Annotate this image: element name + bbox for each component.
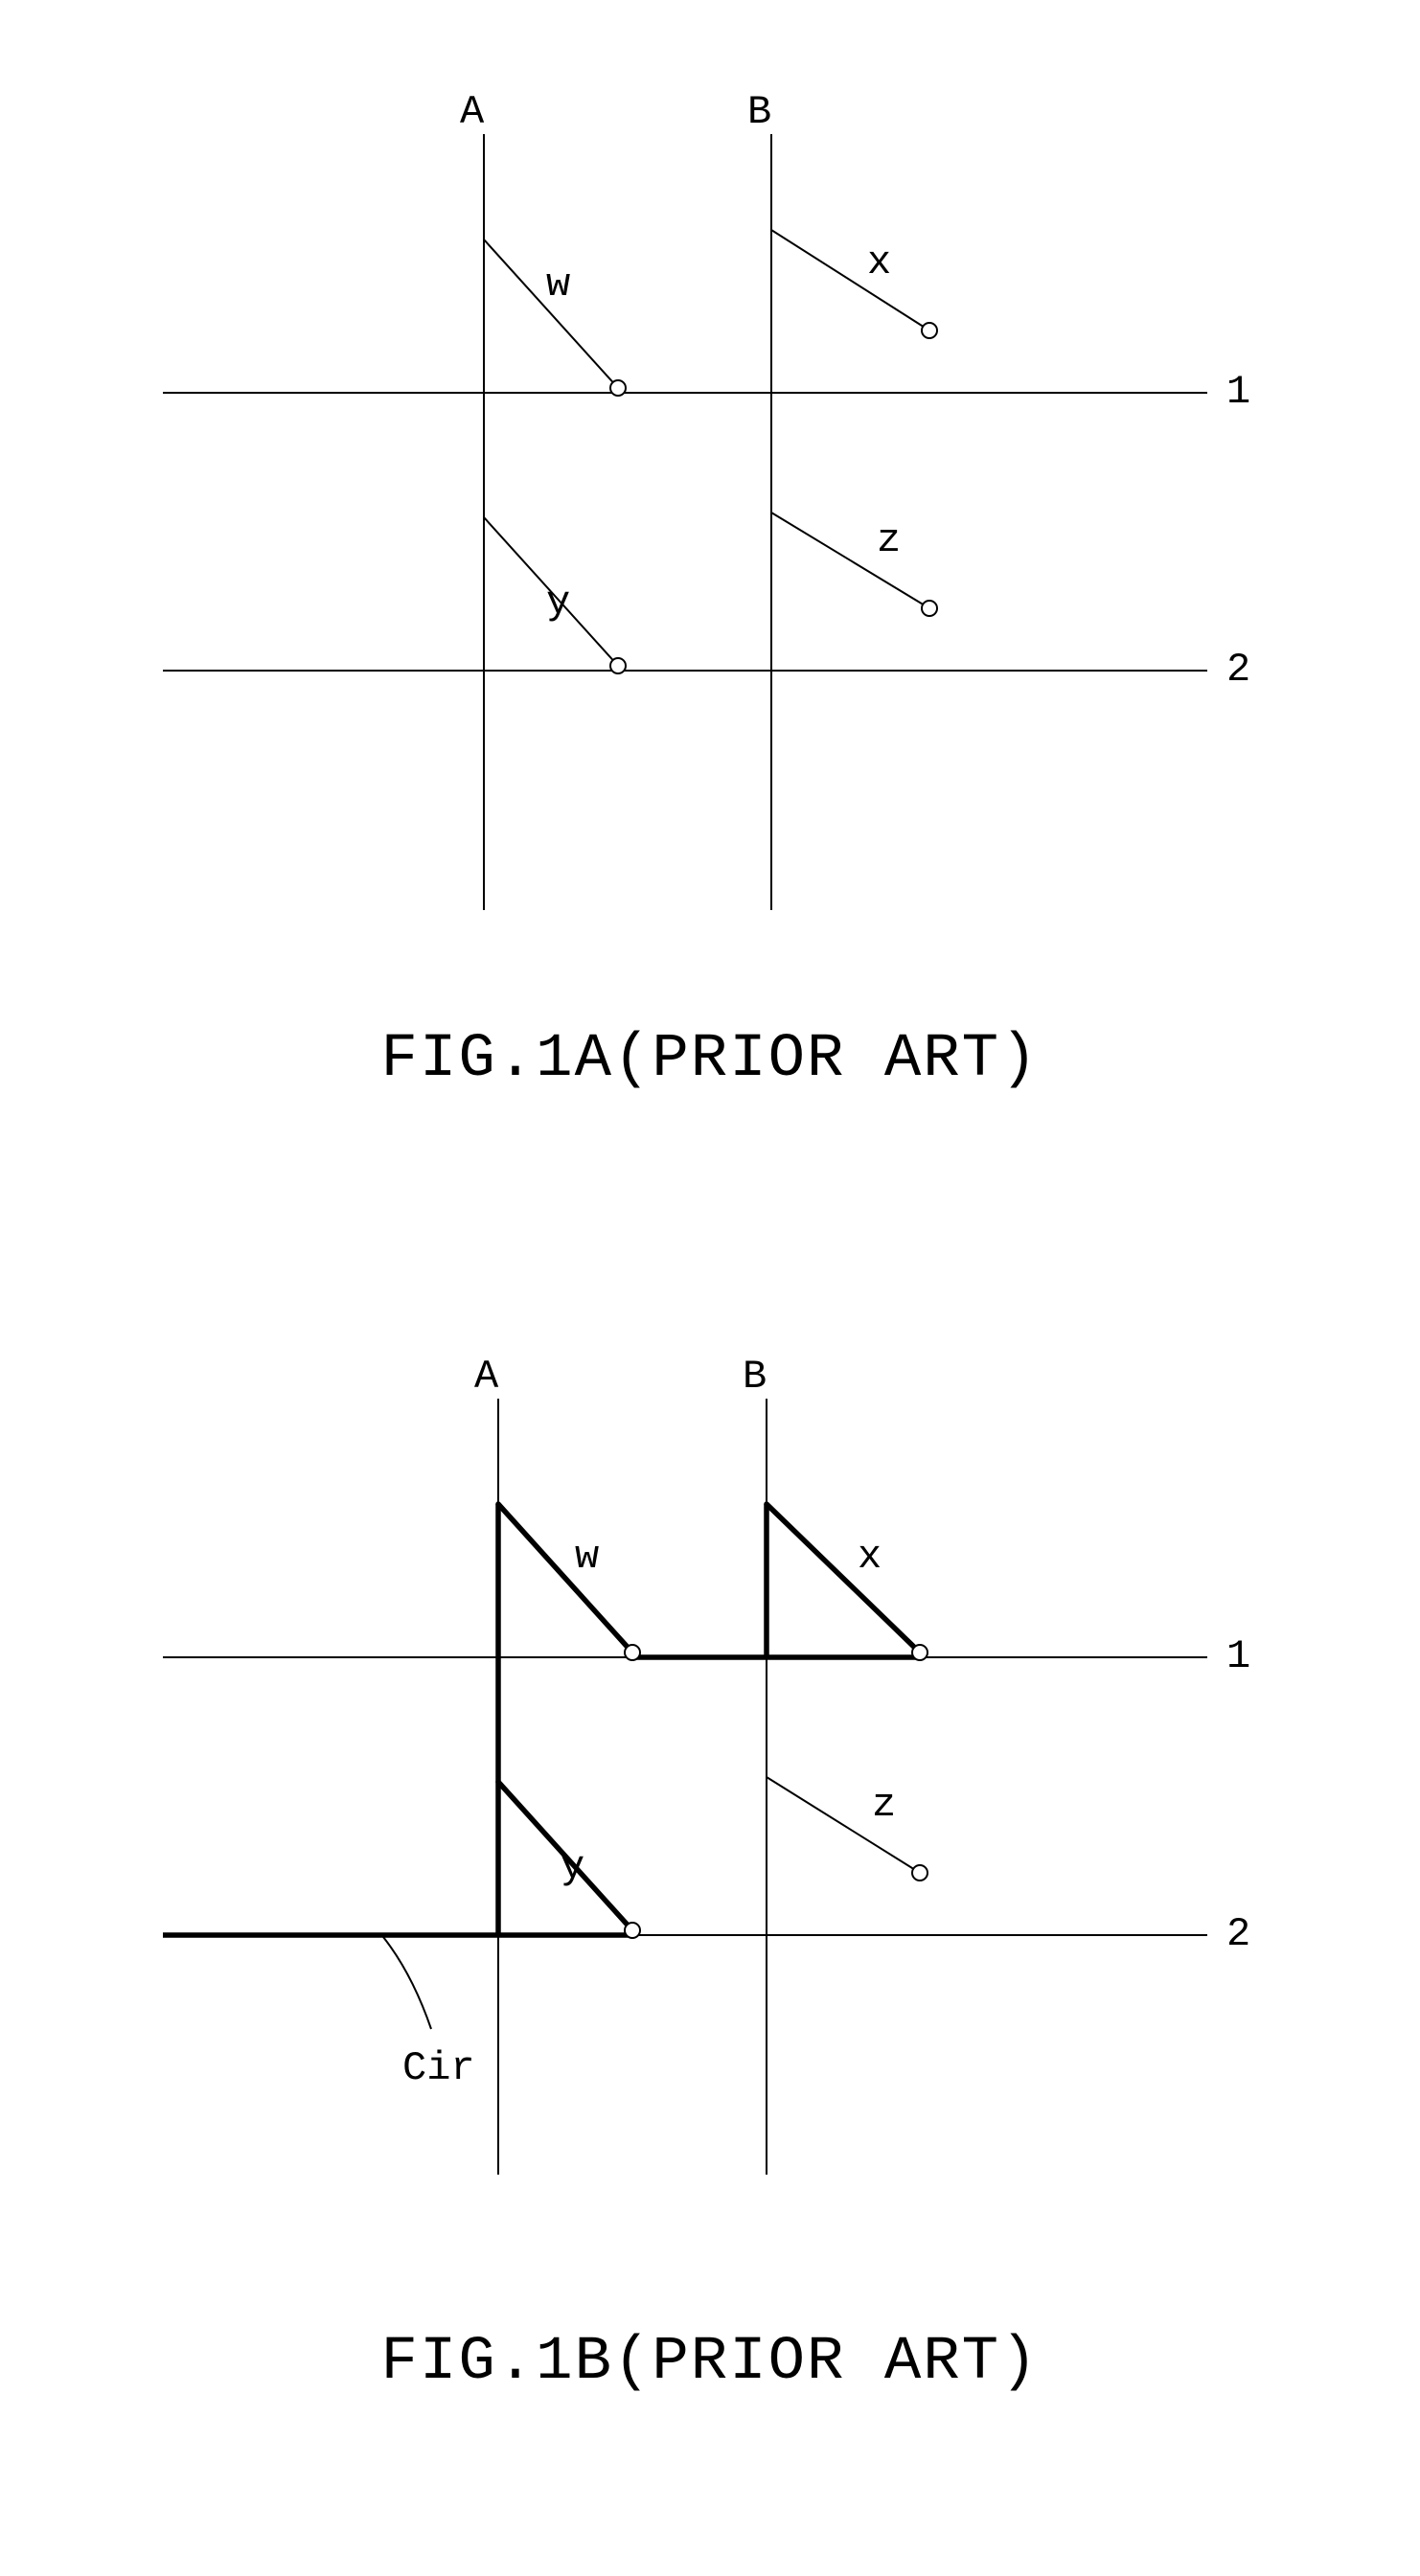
svg-text:1: 1: [1226, 1633, 1250, 1679]
svg-text:w: w: [546, 262, 570, 308]
svg-text:2: 2: [1226, 647, 1250, 693]
figure-1a: 12ABwxyz FIG.1A(PRIOR ART): [96, 77, 1324, 1083]
fig1b-diagram: 1 2 A Bw x y z Cir: [96, 1341, 1324, 2299]
svg-text:y: y: [546, 580, 570, 626]
fig1a-diagram: 1 2 A Bw x y z: [96, 77, 1324, 996]
fig1b-caption: FIG.1B(PRIOR ART): [96, 2328, 1324, 2397]
svg-text:z: z: [872, 1782, 896, 1828]
svg-text:Cir: Cir: [402, 2045, 475, 2091]
svg-text:B: B: [747, 89, 771, 135]
figure-1b: 1 2 A Bw x y z Cir FIG.1B(PRIOR ART): [96, 1341, 1324, 2443]
fig1a-caption: FIG.1A(PRIOR ART): [96, 1025, 1324, 1094]
svg-text:1: 1: [1226, 369, 1250, 415]
svg-text:w: w: [575, 1534, 599, 1580]
svg-text:x: x: [858, 1534, 882, 1580]
svg-text:B: B: [743, 1354, 767, 1400]
svg-text:z: z: [877, 517, 901, 563]
svg-text:x: x: [867, 239, 891, 285]
svg-text:2: 2: [1226, 1911, 1250, 1957]
svg-text:y: y: [561, 1844, 584, 1890]
svg-text:A: A: [460, 89, 485, 135]
svg-text:A: A: [474, 1354, 499, 1400]
